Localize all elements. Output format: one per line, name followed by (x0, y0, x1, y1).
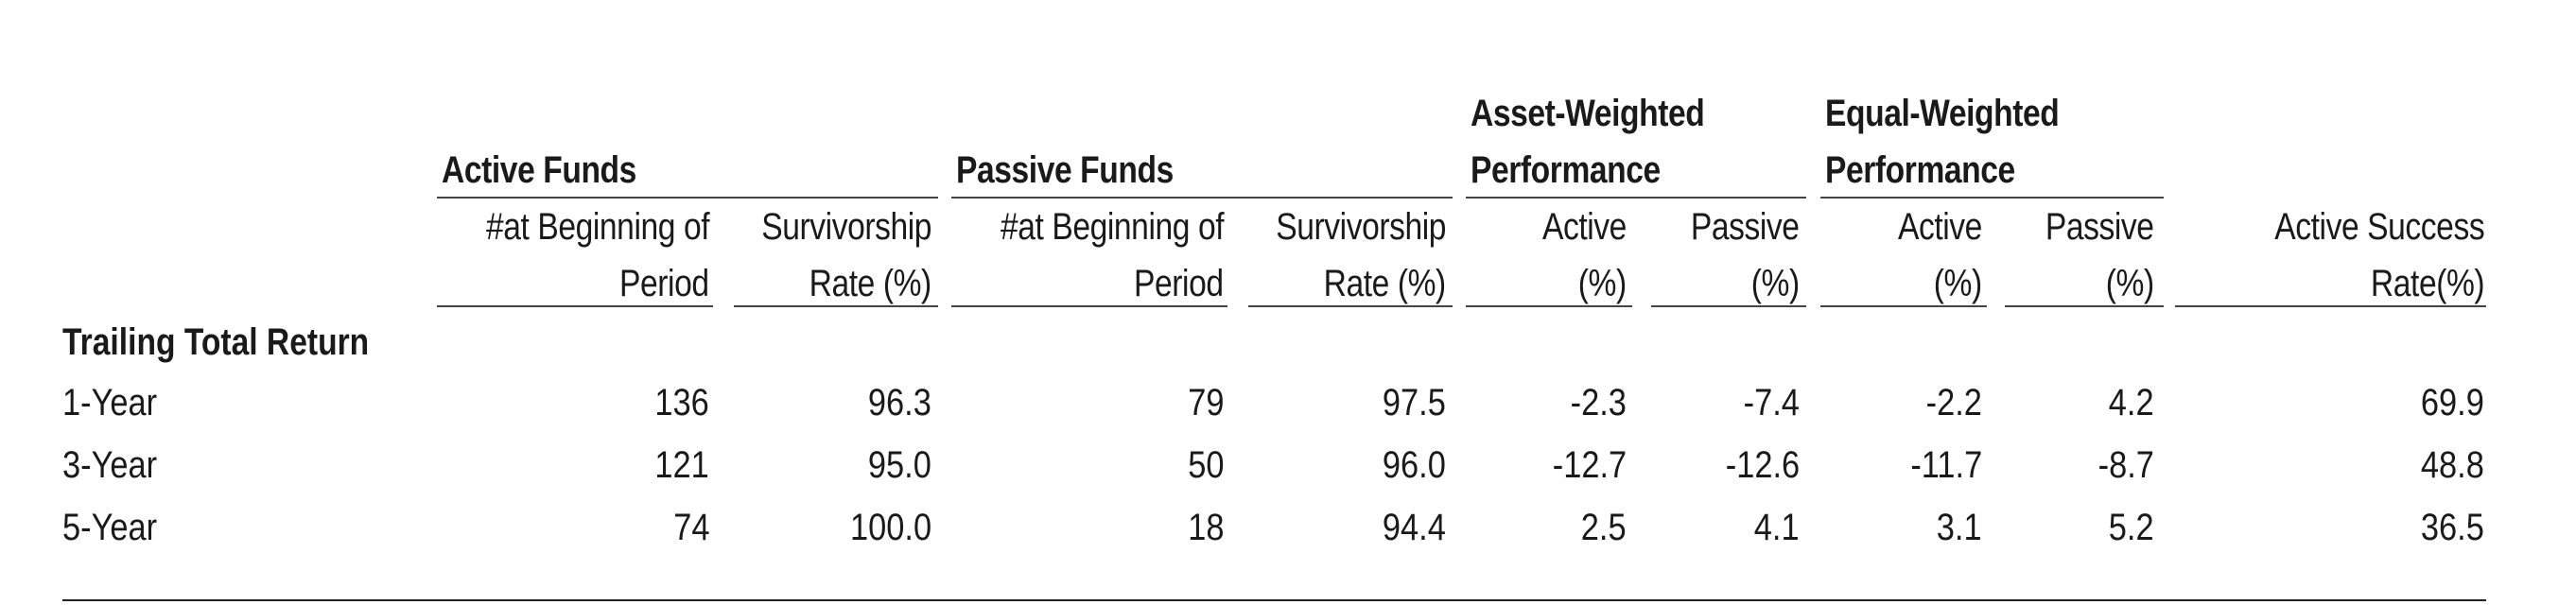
group-header-equal-weighted-line2: Performance (1825, 149, 2015, 191)
cell-ew-passive: 4.2 (2109, 382, 2154, 424)
subheader-ew-passive-line2: (%) (2105, 263, 2154, 304)
subheader-active-count-line2: Period (619, 263, 709, 304)
cell-aw-active: -2.3 (1570, 382, 1627, 424)
row-label: 3-Year (62, 444, 158, 486)
cell-aw-active: 2.5 (1581, 507, 1627, 548)
cell-passive-survivorship: 96.0 (1383, 444, 1446, 486)
cell-aw-passive: 4.1 (1754, 507, 1800, 548)
cell-active-survivorship: 96.3 (868, 382, 931, 424)
subheader-aw-active-line1: Active (1542, 206, 1627, 248)
cell-active-survivorship: 100.0 (849, 507, 931, 548)
cell-active-survivorship: 95.0 (868, 444, 931, 486)
cell-active-success-rate: 36.5 (2421, 507, 2484, 548)
cell-active-count: 74 (672, 507, 709, 548)
subheader-rule-6 (1651, 305, 1806, 307)
group-header-asset-weighted-line2: Performance (1471, 149, 1661, 191)
subheader-active-count-line1: #at Beginning of (485, 206, 710, 248)
cell-aw-passive: -12.6 (1725, 444, 1800, 486)
subheader-passive-surv-line2: Rate (%) (1323, 263, 1447, 304)
subheader-aw-passive-line1: Passive (1691, 206, 1800, 248)
subheader-passive-count-line2: Period (1134, 263, 1224, 304)
group-rule-asset-weighted (1466, 197, 1806, 199)
cell-passive-survivorship: 94.4 (1383, 507, 1446, 548)
cell-active-count: 136 (654, 382, 709, 424)
cell-ew-active: 3.1 (1937, 507, 1982, 548)
group-header-active-funds: Active Funds (442, 149, 636, 191)
subheader-ew-active-line2: (%) (1933, 263, 1982, 304)
subheader-rule-7 (1820, 305, 1987, 307)
subheader-passive-count-line1: #at Beginning of (1000, 206, 1225, 248)
group-header-passive-funds: Passive Funds (956, 149, 1174, 191)
subheader-rule-3 (951, 305, 1227, 307)
row-label: 5-Year (62, 507, 158, 548)
subheader-success-line1: Active Success (2274, 206, 2484, 248)
group-header-asset-weighted-line1: Asset-Weighted (1471, 93, 1705, 134)
group-rule-equal-weighted (1820, 197, 2164, 199)
group-rule-active (437, 197, 938, 199)
cell-passive-count: 79 (1187, 382, 1224, 424)
cell-passive-count: 50 (1187, 444, 1224, 486)
cell-ew-active: -11.7 (1910, 444, 1982, 486)
subheader-success-line2: Rate(%) (2370, 263, 2485, 304)
subheader-rule-5 (1466, 305, 1632, 307)
subheader-aw-active-line2: (%) (1577, 263, 1627, 304)
group-header-equal-weighted-line1: Equal-Weighted (1825, 93, 2060, 134)
subheader-rule-9 (2175, 305, 2486, 307)
cell-passive-survivorship: 97.5 (1383, 382, 1446, 424)
cell-passive-count: 18 (1187, 507, 1224, 548)
subheader-active-surv-line1: Survivorship (761, 206, 931, 248)
cell-aw-active: -12.7 (1552, 444, 1627, 486)
row-label: 1-Year (62, 382, 158, 424)
cell-ew-active: -2.2 (1925, 382, 1982, 424)
cell-aw-passive: -7.4 (1743, 382, 1800, 424)
subheader-rule-2 (734, 305, 938, 307)
table-bottom-rule (62, 599, 2486, 601)
subheader-ew-passive-line1: Passive (2045, 206, 2154, 248)
subheader-ew-active-line1: Active (1898, 206, 1982, 248)
subheader-passive-surv-line1: Survivorship (1276, 206, 1446, 248)
subheader-active-surv-line2: Rate (%) (809, 263, 932, 304)
cell-active-count: 121 (654, 444, 709, 486)
subheader-aw-passive-line2: (%) (1750, 263, 1800, 304)
group-rule-passive (951, 197, 1453, 199)
subheader-rule-4 (1248, 305, 1453, 307)
cell-ew-passive: 5.2 (2109, 507, 2154, 548)
section-title: Trailing Total Return (62, 321, 370, 363)
cell-active-success-rate: 69.9 (2421, 382, 2484, 424)
subheader-rule-8 (2005, 305, 2164, 307)
cell-active-success-rate: 48.8 (2421, 444, 2484, 486)
cell-ew-passive: -8.7 (2097, 444, 2154, 486)
subheader-rule-1 (437, 305, 713, 307)
